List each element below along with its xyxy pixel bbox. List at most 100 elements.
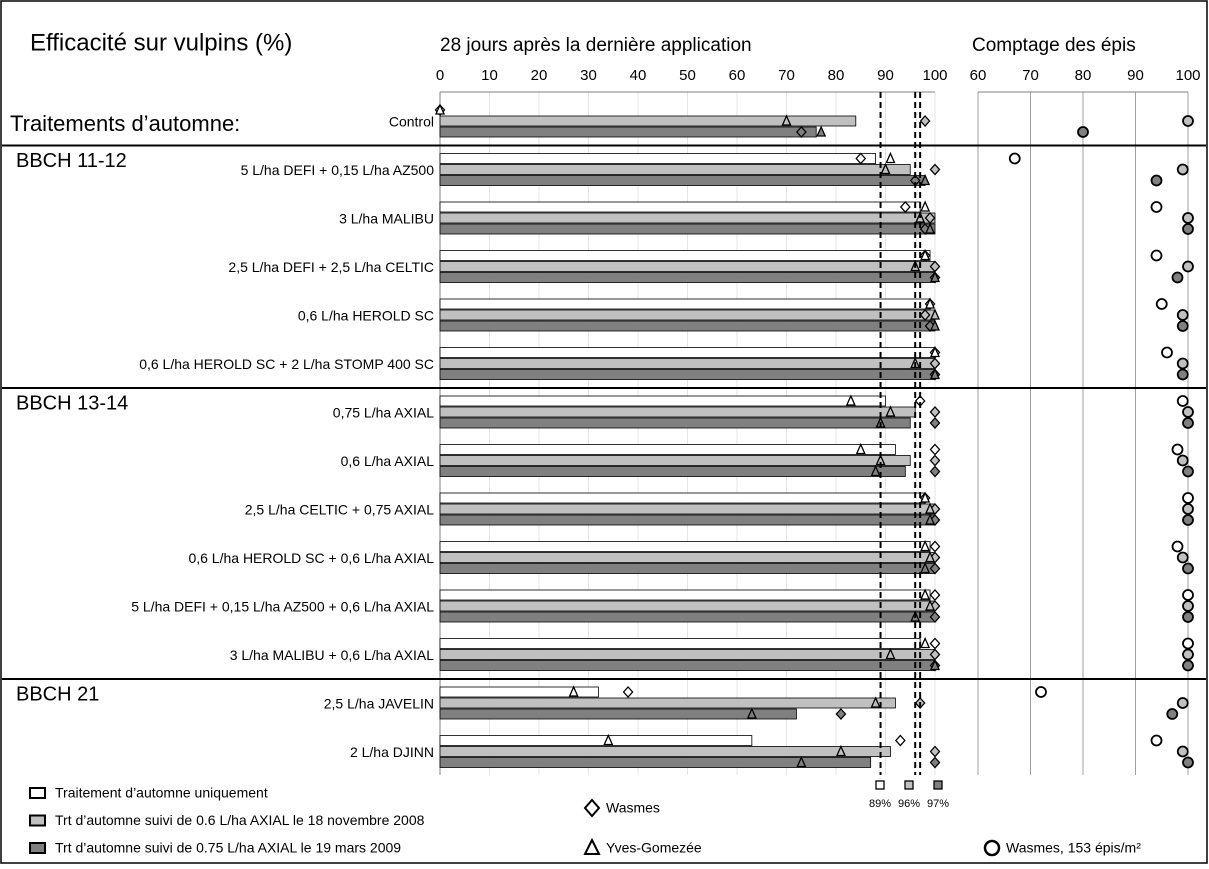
reference-swatch — [933, 780, 943, 790]
x2-tick-label: 80 — [1075, 67, 1092, 84]
circle-marker — [1161, 346, 1173, 359]
triangle-marker — [746, 707, 757, 719]
circle-marker — [1176, 320, 1189, 332]
group-label: BBCH 11-12 — [16, 150, 127, 172]
legend-label: Trt d’automne suivi de 0.6 L/ha AXIAL le… — [55, 812, 425, 828]
legend-swatch — [29, 842, 46, 854]
bar — [439, 649, 936, 660]
circle-marker — [1150, 201, 1163, 213]
diamond-marker — [919, 115, 931, 127]
triangle-marker — [929, 367, 941, 380]
bar — [439, 746, 891, 757]
circle-marker — [1182, 406, 1194, 418]
bar — [439, 589, 931, 601]
triangle-marker — [920, 200, 931, 212]
triangle-marker — [796, 755, 807, 768]
bar — [439, 298, 931, 310]
circle-marker — [1171, 271, 1184, 284]
bar — [439, 272, 936, 283]
bar — [439, 153, 877, 164]
bar — [439, 455, 911, 466]
triangle-marker — [925, 550, 936, 563]
bar — [439, 466, 906, 477]
triangle-marker — [781, 114, 792, 126]
category-label: 5 L/ha DEFI + 0,15 L/ha AZ500 — [241, 162, 435, 178]
x2-tick-label: 60 — [970, 67, 987, 84]
bar — [439, 358, 936, 369]
triangle-marker — [929, 270, 941, 283]
triangle-marker — [920, 173, 931, 186]
bar — [439, 611, 936, 623]
category-label: 5 L/ha DEFI + 0,15 L/ha AZ500 + 0,6 L/ha… — [131, 599, 434, 615]
x-tick-label: 30 — [580, 67, 597, 84]
diamond-marker — [929, 589, 941, 601]
diamond-marker — [929, 756, 941, 769]
bar — [439, 492, 926, 504]
diamond-marker — [835, 708, 847, 720]
triangle-marker — [925, 513, 936, 525]
circle-marker — [1182, 465, 1194, 478]
x2-tick-label: 90 — [1127, 67, 1144, 84]
legend-label: Traitement d’automne uniquement — [55, 785, 268, 801]
triangle-marker — [885, 151, 896, 164]
bar — [439, 347, 936, 358]
triangle-marker — [885, 405, 896, 417]
triangle-marker — [925, 599, 936, 611]
circle-marker — [1182, 637, 1194, 650]
x-tick-label: 50 — [679, 67, 696, 84]
bar — [439, 638, 921, 649]
diamond-marker — [919, 309, 931, 321]
bar — [439, 660, 936, 671]
x-tick-label: 20 — [531, 67, 548, 84]
triangle-marker — [929, 319, 941, 331]
category-label: Control — [389, 114, 434, 130]
diamond-marker — [855, 152, 867, 165]
bar — [439, 686, 599, 698]
circle-marker — [1176, 368, 1189, 381]
bar — [439, 201, 921, 213]
triangle-marker — [855, 442, 866, 455]
bar — [439, 395, 886, 407]
circle-marker — [1176, 357, 1189, 370]
legend-label: Yves-Gomezée — [606, 840, 702, 856]
circle-marker — [1182, 260, 1194, 273]
bar — [439, 600, 936, 612]
diamond-marker — [929, 443, 941, 456]
category-label: 0,6 L/ha AXIAL — [341, 453, 435, 469]
x2-tick-label: 100 — [1175, 67, 1200, 84]
bar — [439, 164, 911, 175]
circle-marker — [1176, 697, 1189, 709]
bar — [439, 115, 857, 127]
triangle-marker — [920, 561, 931, 574]
legend-label: Trt d’automne suivi de 0.75 L/ha AXIAL l… — [55, 840, 401, 856]
diamond-marker — [795, 126, 807, 138]
circle-marker — [1171, 540, 1184, 553]
circle-marker — [1182, 756, 1194, 769]
category-label: 2,5 L/ha DEFI + 2,5 L/ha CELTIC — [228, 259, 434, 275]
triangle-marker — [845, 394, 856, 406]
triangle-marker — [929, 658, 941, 671]
triangle-marker — [929, 308, 941, 320]
triangle-marker — [920, 588, 931, 600]
bar — [439, 309, 936, 321]
triangle-marker — [816, 125, 827, 137]
circle-marker — [1166, 708, 1179, 720]
circle-marker — [1182, 417, 1194, 429]
legend-marker — [983, 839, 1001, 857]
triangle-marker — [920, 636, 931, 649]
triangle-marker — [920, 491, 931, 503]
triangle-marker — [925, 297, 936, 309]
triangle-marker — [568, 685, 579, 697]
circle-marker — [1176, 309, 1189, 321]
bar — [439, 735, 753, 746]
category-label: 2,5 L/ha CELTIC + 0,75 AXIAL — [245, 502, 434, 518]
circle-marker — [1035, 686, 1047, 698]
legend-marker — [583, 798, 601, 818]
circle-marker — [1077, 126, 1089, 138]
legend-swatch — [29, 814, 46, 827]
circle-marker — [1182, 503, 1194, 515]
circle-marker — [1171, 443, 1184, 456]
x-tick-label: 10 — [481, 67, 498, 84]
